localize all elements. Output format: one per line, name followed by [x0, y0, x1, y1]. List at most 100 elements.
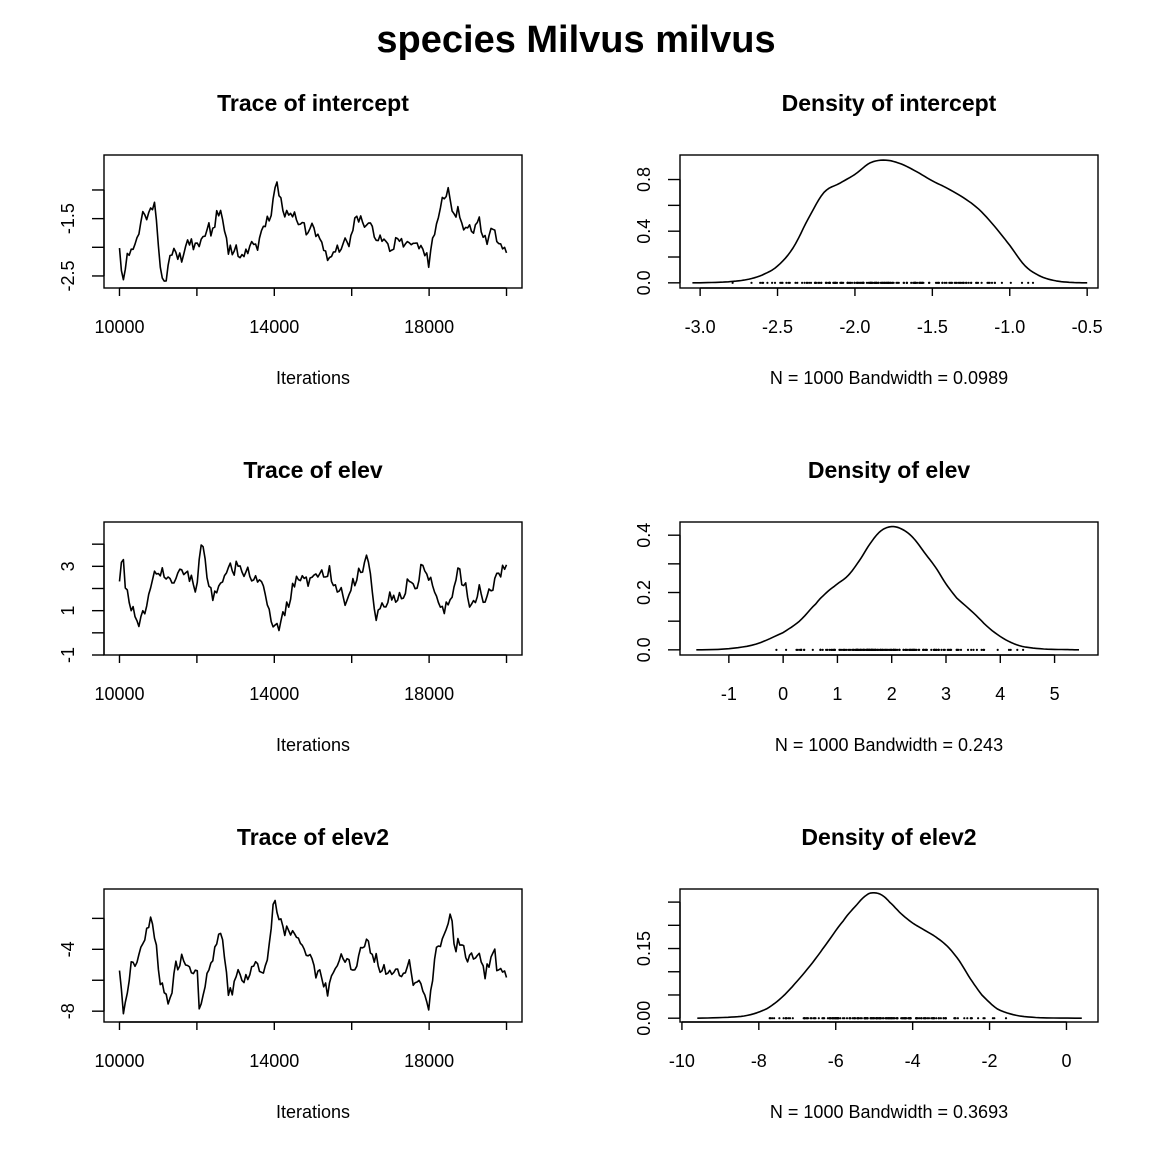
- density-series-line: [692, 159, 1088, 284]
- rug-point: [914, 1017, 918, 1020]
- x-tick-label: 10000: [94, 684, 144, 704]
- rug-point: [868, 648, 871, 651]
- rug-point: [857, 1017, 860, 1020]
- rug-point: [941, 281, 944, 284]
- rug-point: [902, 281, 905, 284]
- rug-point: [896, 1017, 899, 1020]
- rug-point: [920, 281, 924, 284]
- rug-point: [854, 1017, 857, 1020]
- rug-point: [957, 648, 960, 651]
- rug-point: [940, 648, 943, 651]
- rug-point: [982, 648, 985, 651]
- rug-point: [953, 281, 956, 284]
- x-tick-label: 0: [1061, 1051, 1071, 1071]
- rug-point: [788, 281, 791, 284]
- rug-point: [870, 281, 873, 284]
- x-tick-label: 4: [995, 684, 1005, 704]
- panel-0: Trace of intercept 10000 14000 18000 -2.5 -1.…: [58, 90, 523, 388]
- rug-point: [993, 281, 997, 284]
- rug-point: [904, 1017, 907, 1020]
- rug-point: [876, 648, 879, 651]
- rug-point: [866, 1017, 869, 1020]
- rug-point: [931, 1017, 935, 1020]
- rug-point: [858, 281, 862, 284]
- rug-point: [814, 1017, 817, 1020]
- plot-frame: [679, 888, 1099, 1023]
- x-tick-label: 3: [941, 684, 951, 704]
- rug-point: [959, 648, 963, 651]
- plot-frame: [103, 521, 523, 656]
- rug-point: [865, 281, 869, 284]
- rug-point: [909, 1017, 912, 1020]
- rug-point: [853, 281, 856, 284]
- panels: Trace of intercept 10000 14000 18000 -2.5 -1.…: [58, 90, 1103, 1122]
- rug-point: [905, 281, 909, 284]
- rug-point: [809, 281, 813, 284]
- x-tick-label: -8: [751, 1051, 767, 1071]
- rug-point: [879, 648, 882, 651]
- rug-point: [935, 648, 938, 651]
- x-tick-label: 14000: [249, 1051, 299, 1071]
- rug-point: [811, 648, 814, 651]
- rug-point: [1020, 281, 1024, 284]
- rug-point: [1022, 648, 1025, 651]
- rug-point: [996, 648, 999, 651]
- rug-point: [943, 281, 946, 284]
- rug-point: [880, 281, 883, 284]
- rug-point: [848, 1017, 851, 1020]
- rug-point: [924, 1017, 927, 1020]
- rug-point: [896, 648, 899, 651]
- rug-point: [806, 1017, 809, 1020]
- rug-point: [787, 1017, 790, 1020]
- panel-title: Density of elev: [808, 457, 971, 483]
- rug-point: [927, 281, 931, 284]
- x-tick-label: 18000: [404, 1051, 454, 1071]
- rug-point: [824, 281, 828, 284]
- rug-point: [855, 281, 858, 284]
- rug-point: [872, 1017, 875, 1020]
- rug-point: [784, 1017, 787, 1020]
- rug-point: [990, 281, 994, 284]
- rug-point: [800, 648, 803, 651]
- rug-point: [943, 648, 946, 651]
- x-tick-label: 14000: [249, 317, 299, 337]
- panel-title: Trace of elev2: [237, 824, 389, 850]
- rug-point: [917, 648, 920, 651]
- x-tick-label: -1.5: [917, 317, 948, 337]
- rug-point: [966, 1017, 969, 1020]
- rug-point: [913, 281, 917, 284]
- x-tick-label: 18000: [404, 684, 454, 704]
- rug-point: [980, 281, 983, 284]
- rug-point: [796, 281, 799, 284]
- rug-point: [910, 281, 913, 284]
- rug-point: [791, 1017, 794, 1020]
- rug-point: [773, 281, 777, 284]
- x-tick-label: -2.5: [762, 317, 793, 337]
- rug-point: [975, 281, 978, 284]
- y-axis: 0.0 0.4 0.8: [634, 167, 681, 295]
- rug-point: [977, 1017, 980, 1020]
- x-tick-label: -3.0: [685, 317, 716, 337]
- x-axis-title: Iterations: [276, 368, 350, 388]
- rug-point: [876, 1017, 879, 1020]
- rug-point: [782, 1017, 785, 1020]
- rug-point: [911, 648, 914, 651]
- rug-point: [891, 281, 894, 284]
- panel-3: Density of elev -1 0 1 2 3 4 5 0.0 0.2 0.4 N = 1000…: [634, 457, 1099, 755]
- x-axis-title: N = 1000 Bandwidth = 0.0989: [770, 368, 1008, 388]
- panel-2: Trace of elev 10000 14000 18000 -1 1 3 Iteratio…: [58, 457, 523, 755]
- rug-point: [828, 281, 832, 284]
- rug-point: [802, 1017, 805, 1020]
- rug-point: [779, 281, 782, 284]
- y-tick-label: 0.15: [634, 931, 654, 966]
- rug-point: [904, 648, 907, 651]
- x-tick-label: -2.0: [839, 317, 870, 337]
- rug-point: [944, 1017, 948, 1020]
- rug-point: [781, 281, 784, 284]
- x-axis: -10 -8 -6 -4 -2 0: [669, 1021, 1071, 1071]
- rug-point: [1027, 281, 1030, 284]
- rug-point: [883, 281, 887, 284]
- figure-title: species Milvus milvus: [376, 19, 775, 61]
- rug-point: [886, 281, 889, 284]
- y-tick-label: 0.0: [634, 637, 654, 662]
